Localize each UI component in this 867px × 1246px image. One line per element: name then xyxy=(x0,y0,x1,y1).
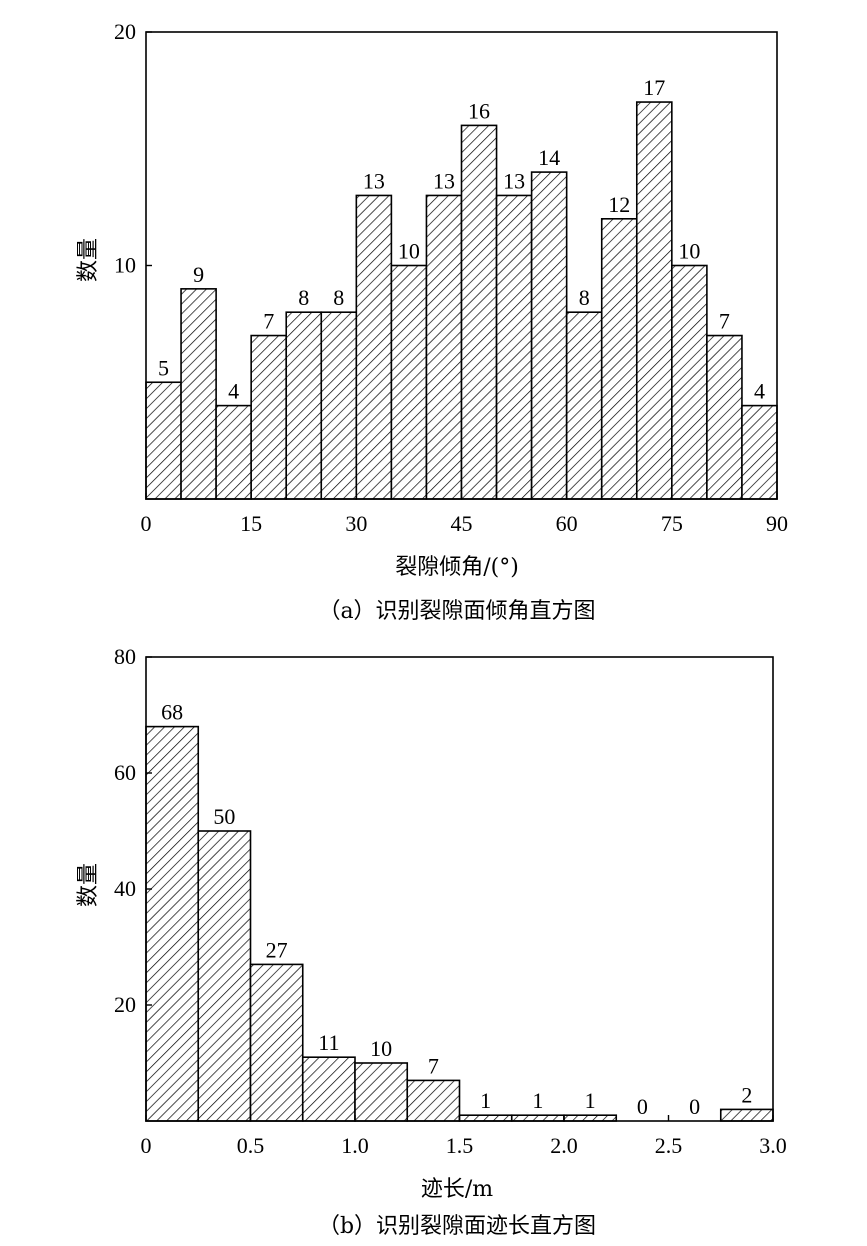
trace-x-tick-label: 2.5 xyxy=(655,1133,683,1158)
dip-bar xyxy=(600,218,638,500)
dip-value-label: 4 xyxy=(228,379,239,404)
dip-x-tick-label: 15 xyxy=(240,511,262,536)
dip-value-label: 17 xyxy=(643,75,665,100)
dip-bar xyxy=(460,124,498,500)
dip-value-label: 13 xyxy=(503,168,525,193)
dip-bar xyxy=(741,404,778,500)
trace-x-tick-label: 0 xyxy=(141,1133,152,1158)
dip-value-label: 8 xyxy=(579,285,590,310)
dip-value-label: 9 xyxy=(193,262,204,287)
dip-bar xyxy=(215,404,252,500)
dip-bar xyxy=(250,334,288,500)
dip-x-axis-title: 裂隙倾角/(°) xyxy=(395,555,519,580)
dip-x-tick-label: 30 xyxy=(345,511,367,536)
trace-value-label: 2 xyxy=(741,1082,752,1107)
dip-x-tick-label: 0 xyxy=(141,511,152,536)
dip-value-label: 16 xyxy=(468,98,490,123)
dip-bar xyxy=(530,171,568,500)
dip-bar xyxy=(145,381,182,500)
dip-value-label: 13 xyxy=(363,168,385,193)
dip-value-label: 8 xyxy=(333,285,344,310)
trace-x-axis-title: 迹长/m xyxy=(421,1177,493,1202)
trace-bars xyxy=(145,725,774,1122)
trace-x-ticks: 0 0.5 1.0 1.5 2.0 2.5 3.0 xyxy=(141,1115,787,1158)
trace-bar xyxy=(510,1114,565,1122)
trace-y-tick-label: 60 xyxy=(114,760,136,785)
dip-bar xyxy=(671,264,708,500)
trace-bar xyxy=(458,1114,513,1122)
trace-value-label: 50 xyxy=(213,804,235,829)
dip-y-axis-title: 数量 xyxy=(76,238,101,282)
dip-x-tick-label: 45 xyxy=(451,511,473,536)
dip-value-label: 12 xyxy=(608,192,630,217)
dip-value-label: 4 xyxy=(754,379,765,404)
trace-value-label: 1 xyxy=(585,1088,596,1113)
trace-bar xyxy=(354,1062,409,1122)
trace-bar xyxy=(301,1056,356,1122)
trace-value-label: 68 xyxy=(161,700,183,725)
trace-value-label: 1 xyxy=(532,1088,543,1113)
dip-bar xyxy=(390,264,428,500)
dip-x-ticks: 0 15 30 45 60 75 90 xyxy=(141,493,788,536)
trace-value-label: 1 xyxy=(480,1088,491,1113)
trace-x-tick-label: 3.0 xyxy=(759,1133,787,1158)
dip-bar xyxy=(180,288,217,500)
dip-y-tick-label: 10 xyxy=(114,253,136,278)
dip-value-label: 10 xyxy=(678,239,700,264)
trace-value-label: 7 xyxy=(428,1053,439,1078)
trace-x-tick-label: 1.0 xyxy=(341,1133,369,1158)
trace-y-tick-label: 40 xyxy=(114,876,136,901)
trace-value-label: 0 xyxy=(689,1094,700,1119)
trace-x-tick-label: 2.0 xyxy=(550,1133,578,1158)
dip-bar xyxy=(320,311,358,500)
trace-y-ticks: 20 40 60 80 xyxy=(114,644,152,1017)
dip-bar xyxy=(425,194,463,500)
dip-value-label: 10 xyxy=(398,239,420,264)
dip-bar xyxy=(285,311,323,500)
dip-y-ticks: 10 20 xyxy=(114,19,152,278)
trace-bar xyxy=(563,1114,618,1122)
dip-bar xyxy=(355,194,393,500)
trace-x-tick-label: 1.5 xyxy=(446,1133,474,1158)
trace-bar xyxy=(197,830,252,1122)
trace-bar xyxy=(406,1079,461,1122)
dip-value-label: 8 xyxy=(298,285,309,310)
trace-value-label: 0 xyxy=(637,1094,648,1119)
dip-bar xyxy=(495,194,533,500)
trace-caption: （b）识别裂隙面迹长直方图 xyxy=(318,1214,596,1239)
dip-bars xyxy=(145,101,778,500)
trace-bar xyxy=(719,1108,774,1122)
dip-x-tick-label: 90 xyxy=(766,511,788,536)
dip-x-tick-label: 60 xyxy=(556,511,578,536)
dip-y-tick-label: 20 xyxy=(114,19,136,44)
dip-x-tick-label: 75 xyxy=(661,511,683,536)
trace-bar xyxy=(249,963,304,1122)
dip-bar xyxy=(706,334,743,500)
dip-bar xyxy=(565,311,603,500)
dip-caption: （a）识别裂隙面倾角直方图 xyxy=(318,599,595,624)
trace-y-tick-label: 20 xyxy=(114,992,136,1017)
dip-value-label: 14 xyxy=(538,145,560,170)
trace-value-label: 27 xyxy=(266,937,288,962)
dip-value-label: 7 xyxy=(719,309,730,334)
trace-value-label: 10 xyxy=(370,1036,392,1061)
dip-bar xyxy=(635,101,673,500)
dip-value-label: 7 xyxy=(263,309,274,334)
dip-value-label: 13 xyxy=(433,168,455,193)
trace-y-tick-label: 80 xyxy=(114,644,136,669)
trace-y-axis-title: 数量 xyxy=(76,863,101,907)
trace-x-tick-label: 0.5 xyxy=(237,1133,265,1158)
dip-value-label: 5 xyxy=(158,355,169,380)
trace-value-label: 11 xyxy=(318,1030,339,1055)
trace-bar xyxy=(145,725,200,1122)
